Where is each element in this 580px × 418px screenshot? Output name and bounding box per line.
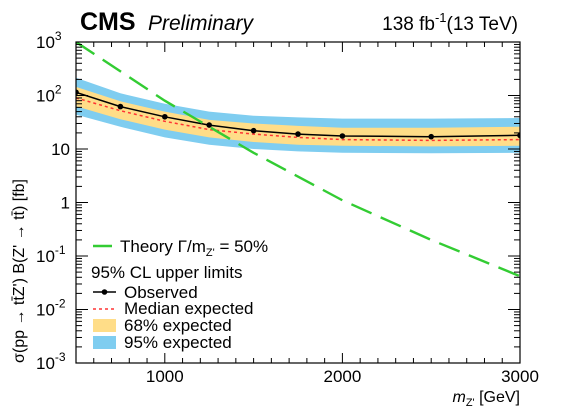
status-label: Preliminary xyxy=(148,12,255,35)
legend-observed-marker xyxy=(101,289,108,295)
legend-header: 95% CL upper limits xyxy=(91,263,243,282)
energy-label: (13 TeV) xyxy=(447,14,518,35)
observed-point xyxy=(517,132,520,139)
x-tick-label: 3000 xyxy=(501,367,539,386)
legend-theory-sub: Z' xyxy=(206,247,215,259)
legend: Theory Γ/mZ' = 50% 95% CL upper limits O… xyxy=(91,237,268,352)
observed-point xyxy=(295,131,301,137)
observed-markers xyxy=(76,89,520,140)
observed-point xyxy=(117,103,124,110)
luminosity-label: 138 fb-1(13 TeV) xyxy=(382,10,518,35)
legend-68-label: 68% expected xyxy=(124,316,232,335)
y-tick-label: 102 xyxy=(36,83,62,106)
y-tick-label: 10-1 xyxy=(36,243,66,266)
y-tick-label: 10-3 xyxy=(36,350,66,373)
observed-point xyxy=(76,89,79,96)
y-tick-label: 10-2 xyxy=(36,297,66,320)
legend-68-swatch xyxy=(93,319,116,332)
legend-theory-label: Theory Γ/mZ' = 50% xyxy=(120,237,268,259)
observed-point xyxy=(162,113,168,120)
theory-line xyxy=(76,42,520,278)
observed-point xyxy=(428,133,435,140)
y-axis-title: σ(pp → tt̄Z') B(Z' → tt̄) [fb] xyxy=(11,179,28,363)
x-axis-title-unit: [GeV] xyxy=(475,389,520,406)
x-axis-title-main: m xyxy=(452,389,465,406)
series-lines xyxy=(76,42,520,278)
legend-95-label: 95% expected xyxy=(124,333,232,352)
band-68-expected xyxy=(76,86,520,147)
luminosity-exponent: -1 xyxy=(435,10,447,25)
axis-ticks xyxy=(75,41,521,364)
observed-point xyxy=(250,127,257,134)
x-axis-title: mZ' [GeV] xyxy=(452,389,520,409)
uncertainty-bands xyxy=(76,77,520,154)
y-tick-labels: 10-3 10-2 10-1 1 10 102 103 xyxy=(36,29,70,373)
x-tick-label: 2000 xyxy=(323,367,361,386)
observed-point xyxy=(206,122,212,128)
legend-theory-name: Theory Γ/m xyxy=(120,237,206,256)
legend-theory-suffix: = 50% xyxy=(215,237,268,256)
y-tick-label: 1 xyxy=(61,194,70,213)
observed-point xyxy=(339,133,346,139)
y-tick-label: 10 xyxy=(51,140,70,159)
median-expected-line xyxy=(76,97,520,142)
legend-observed-label: Observed xyxy=(124,283,198,302)
x-axis-title-sub: Z' xyxy=(466,397,475,409)
y-tick-label: 103 xyxy=(36,29,62,52)
luminosity-value: 138 fb xyxy=(382,14,435,35)
x-tick-label: 1000 xyxy=(146,367,184,386)
x-tick-labels: 1000 2000 3000 xyxy=(146,367,539,386)
experiment-label: CMS xyxy=(80,8,136,36)
legend-95-swatch xyxy=(93,336,116,349)
legend-expected-label: Median expected xyxy=(124,299,253,318)
